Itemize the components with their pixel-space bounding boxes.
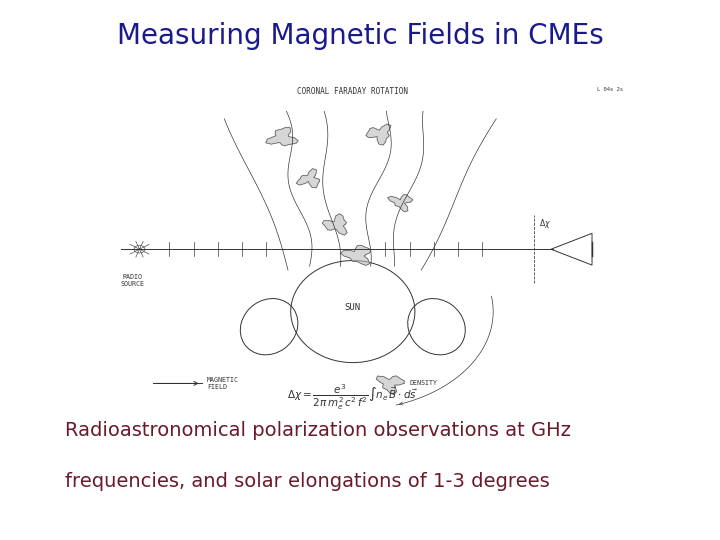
Text: L 04s 2s: L 04s 2s — [597, 86, 623, 92]
Text: frequencies, and solar elongations of 1-3 degrees: frequencies, and solar elongations of 1-… — [65, 472, 549, 491]
Text: $\Delta\chi = \dfrac{e^3}{2\pi\, m_e^2\, c^2\, f^2} \int n_e\, \vec{B} \cdot d\v: $\Delta\chi = \dfrac{e^3}{2\pi\, m_e^2\,… — [287, 382, 418, 411]
Text: CORONAL FARADAY ROTATION: CORONAL FARADAY ROTATION — [297, 86, 408, 96]
Text: DENSITY: DENSITY — [410, 380, 438, 387]
Text: SUN: SUN — [345, 303, 361, 312]
Polygon shape — [266, 127, 298, 146]
Text: Measuring Magnetic Fields in CMEs: Measuring Magnetic Fields in CMEs — [117, 22, 603, 50]
Polygon shape — [377, 376, 404, 395]
Text: MAGNETIC
FIELD: MAGNETIC FIELD — [207, 377, 239, 390]
Text: RADIO
SOURCE: RADIO SOURCE — [120, 274, 145, 287]
Polygon shape — [387, 195, 413, 212]
Polygon shape — [323, 214, 347, 235]
Text: $\Delta\chi$: $\Delta\chi$ — [539, 217, 551, 230]
Polygon shape — [297, 168, 320, 188]
Polygon shape — [341, 245, 371, 266]
Text: Radioastronomical polarization observations at GHz: Radioastronomical polarization observati… — [65, 421, 571, 440]
Polygon shape — [366, 124, 391, 145]
